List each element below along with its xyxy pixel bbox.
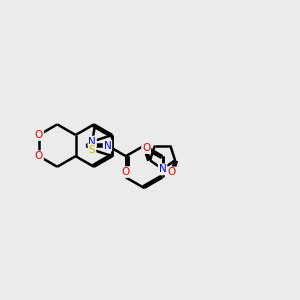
Text: O: O <box>122 167 130 177</box>
Text: O: O <box>35 151 43 161</box>
Text: S: S <box>89 145 95 154</box>
Text: O: O <box>167 167 175 177</box>
Text: O: O <box>35 130 43 140</box>
Text: N: N <box>103 141 111 151</box>
Text: O: O <box>142 143 150 153</box>
Text: N: N <box>159 164 167 174</box>
Text: N: N <box>88 136 96 146</box>
